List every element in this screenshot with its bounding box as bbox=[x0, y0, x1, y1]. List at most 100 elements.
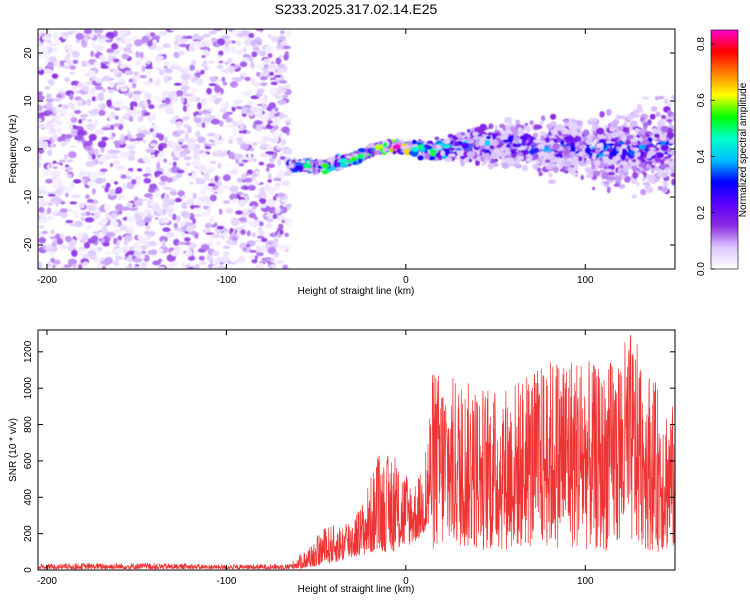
spectrogram-cell bbox=[275, 185, 280, 192]
spectrogram-cell bbox=[157, 134, 165, 138]
spectrogram-cell bbox=[151, 130, 156, 139]
spectrogram-cell bbox=[191, 79, 197, 83]
spectrogram-peak bbox=[410, 146, 419, 152]
spectrogram-cell bbox=[282, 264, 289, 269]
spectrogram-cell bbox=[513, 136, 518, 143]
spectrogram-cell bbox=[237, 199, 248, 206]
spectrogram-cell bbox=[621, 161, 629, 166]
spectrogram-cell bbox=[77, 82, 83, 88]
spectrogram-cell bbox=[67, 31, 74, 35]
spectrogram-cell bbox=[110, 154, 118, 159]
spectrogram-cell bbox=[477, 138, 485, 146]
spectrogram-cell bbox=[252, 141, 258, 147]
spectrogram-cell bbox=[75, 33, 84, 40]
spectrogram-cell bbox=[587, 134, 594, 141]
spectrogram-cell bbox=[162, 91, 171, 95]
spectrogram-cell bbox=[46, 98, 54, 103]
spectrogram-cell bbox=[212, 264, 217, 269]
spectrogram-cell bbox=[649, 113, 656, 120]
spectrogram-cell bbox=[83, 233, 88, 238]
spectrogram-cell bbox=[166, 177, 173, 183]
spectrogram-cell bbox=[660, 141, 666, 146]
spectrogram-cell bbox=[511, 148, 518, 152]
spectrogram-cell bbox=[275, 260, 285, 264]
spectrogram-cell bbox=[542, 148, 551, 152]
spectrogram-cell bbox=[274, 183, 281, 187]
spectrogram-cell bbox=[75, 39, 81, 44]
colorbar-tick-label: 0.2 bbox=[696, 205, 707, 219]
spectrogram-cell bbox=[52, 32, 59, 40]
spectrogram-cell bbox=[194, 72, 202, 78]
spectrogram-cell bbox=[38, 188, 44, 195]
spectrogram-cell bbox=[54, 115, 62, 120]
spectrogram-cell bbox=[174, 44, 180, 50]
spectrogram-cell bbox=[266, 218, 274, 223]
spectrogram-cell bbox=[202, 200, 208, 205]
spectrogram-cell bbox=[63, 44, 73, 51]
spectrogram-cell bbox=[84, 145, 93, 151]
spectrogram-cell bbox=[504, 147, 510, 152]
spectrogram-cell bbox=[283, 53, 289, 61]
spectrogram-cell bbox=[280, 30, 285, 35]
spectrogram-cell bbox=[149, 143, 157, 147]
spectrogram-cell bbox=[167, 77, 172, 81]
spectrogram-cell bbox=[254, 219, 260, 223]
spectrogram-cell bbox=[279, 204, 284, 210]
spectrogram-cell bbox=[572, 156, 579, 161]
spectrogram-cell bbox=[86, 204, 96, 212]
spectrogram-cell bbox=[240, 133, 245, 139]
spectrogram-cell bbox=[77, 99, 83, 107]
spectrogram-cell bbox=[182, 195, 188, 198]
spectrogram-cell bbox=[220, 256, 230, 264]
spectrogram-cell bbox=[578, 131, 583, 137]
spectrogram-cell bbox=[225, 124, 234, 128]
spectrogram-cell bbox=[241, 173, 247, 180]
spectrogram-cell bbox=[269, 232, 278, 238]
spectrogram-cell bbox=[201, 152, 208, 158]
spectrogram-cell bbox=[50, 229, 55, 235]
spectrogram-cell bbox=[654, 133, 660, 139]
spectrogram-cell bbox=[209, 76, 217, 83]
spectrogram-cell bbox=[447, 147, 456, 151]
spectrogram-cell bbox=[38, 140, 45, 147]
spectrogram-cell bbox=[141, 65, 146, 73]
spectrogram-cell bbox=[140, 129, 149, 135]
spectrogram-cell bbox=[46, 261, 52, 268]
spectrogram-cell bbox=[114, 141, 121, 149]
spectrogram-cell bbox=[106, 99, 112, 107]
spectrogram-cell bbox=[44, 86, 50, 90]
spectrogram-cell bbox=[118, 29, 128, 36]
spectrogram-cell bbox=[184, 249, 193, 257]
spectrogram-cell bbox=[670, 164, 675, 170]
spectrogram-cell bbox=[38, 161, 42, 167]
spectrogram-cell bbox=[75, 232, 84, 240]
spectrogram-cell bbox=[136, 168, 143, 172]
spectrogram-cell bbox=[240, 181, 248, 186]
snr-ylabel: SNR (10 * v/v) bbox=[8, 418, 19, 482]
spectrogram-cell bbox=[128, 115, 134, 122]
spectrogram-cell bbox=[111, 149, 121, 154]
spectrogram-cell bbox=[294, 161, 303, 166]
spectrogram-cell bbox=[637, 132, 644, 136]
spectrogram-cell bbox=[164, 97, 171, 105]
spectrogram-cell bbox=[270, 139, 280, 143]
spectrogram-cell bbox=[578, 156, 583, 162]
spectrogram-cell bbox=[194, 97, 201, 102]
spectrogram-cell bbox=[51, 163, 61, 168]
spectrogram-cell bbox=[617, 126, 624, 131]
spectrogram-cell bbox=[104, 203, 111, 212]
spectrogram-cell bbox=[509, 126, 517, 131]
spectrogram-cell bbox=[149, 183, 158, 190]
spectrogram-cell bbox=[254, 64, 263, 70]
spectrogram-cell bbox=[104, 235, 109, 243]
spectrogram-cell bbox=[105, 182, 111, 188]
spectrogram-cell bbox=[86, 199, 94, 203]
spectrogram-cell bbox=[574, 166, 579, 171]
spectrogram-cell bbox=[145, 166, 151, 174]
spectrogram-cell bbox=[93, 29, 104, 34]
spectrogram-cell bbox=[203, 33, 211, 38]
spectrogram-cell bbox=[382, 142, 388, 148]
spectrogram-cell bbox=[641, 96, 650, 100]
spectrogram-cell bbox=[97, 140, 107, 148]
spectrogram-cell bbox=[102, 75, 112, 82]
